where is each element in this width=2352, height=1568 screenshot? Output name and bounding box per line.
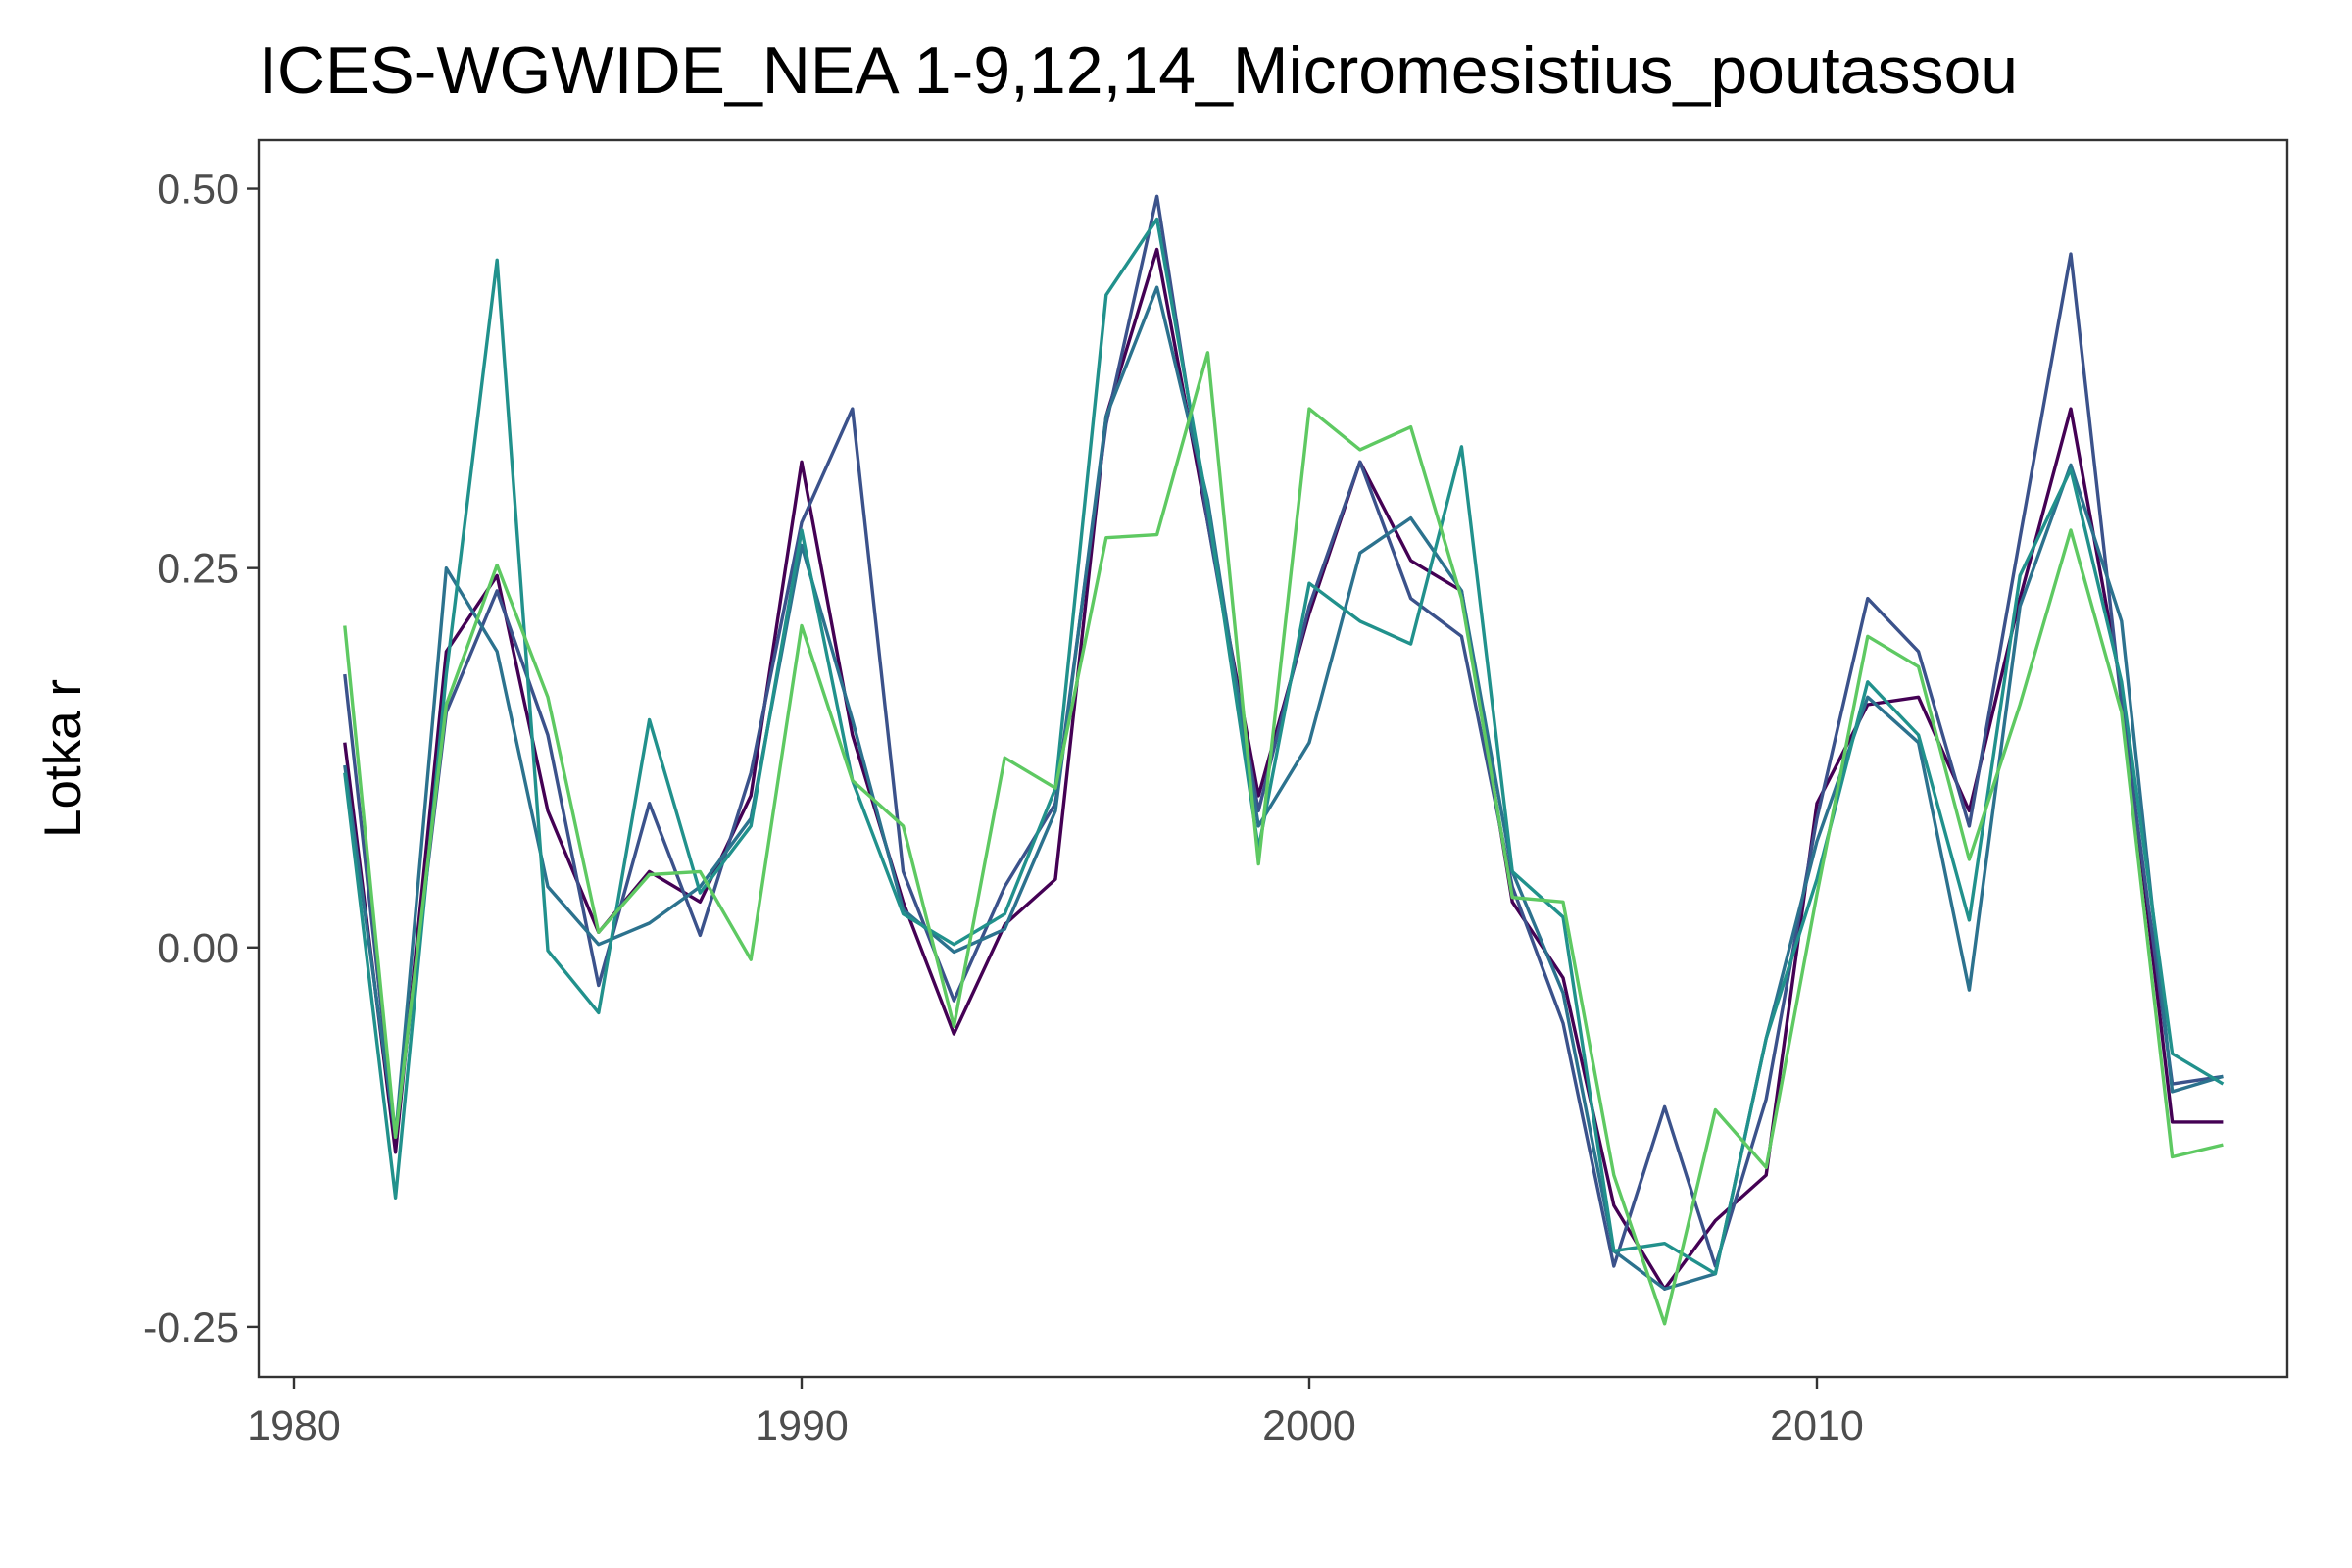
series-line-2	[343, 194, 2224, 1268]
y-tick-label: 0.50	[157, 167, 239, 214]
y-tick-label: -0.25	[143, 1304, 239, 1351]
chart-title: ICES-WGWIDE_NEA 1-9,12,14_Micromesistius…	[259, 33, 2018, 108]
x-tick-label: 2000	[1262, 1402, 1356, 1449]
y-tick-label: 0.00	[157, 925, 239, 972]
series-line-4	[343, 217, 2225, 1276]
y-axis: -0.25 0.00 0.25 0.50	[143, 167, 259, 1351]
x-tick-label: 1980	[247, 1402, 341, 1449]
y-tick-label: 0.25	[157, 546, 239, 593]
plot-panel	[257, 138, 2289, 1379]
series-layer	[343, 194, 2225, 1326]
series-line-5	[343, 351, 2224, 1326]
x-axis: 1980 1990 2000 2010	[247, 1377, 1864, 1449]
series-line-3	[343, 285, 2224, 1291]
y-axis-label: Lotka r	[34, 679, 92, 838]
series-line-1	[343, 247, 2224, 1291]
x-tick-label: 1990	[755, 1402, 849, 1449]
x-tick-label: 2010	[1770, 1402, 1864, 1449]
